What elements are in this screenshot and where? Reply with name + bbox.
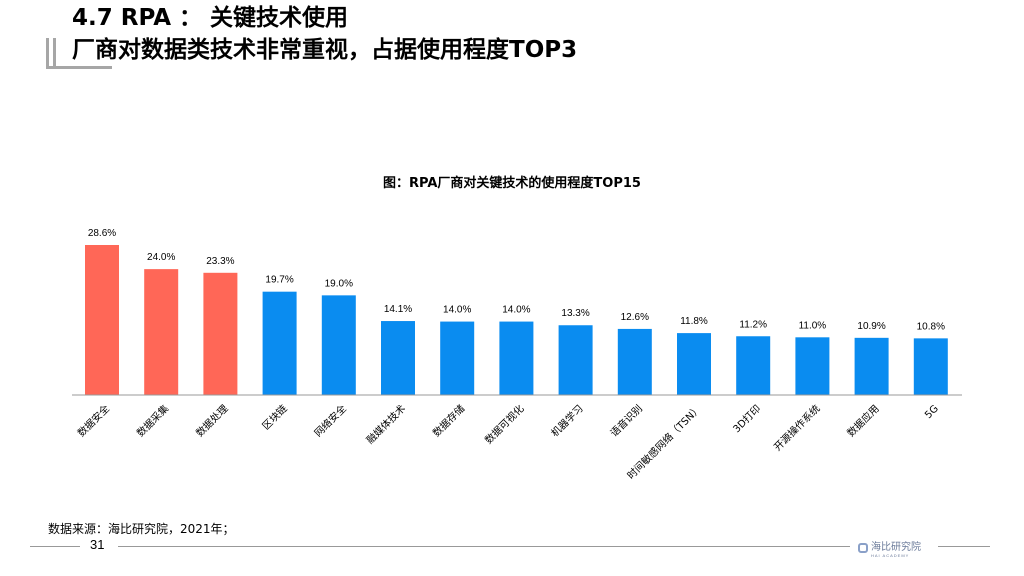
x-tick-label: 数据应用: [844, 402, 881, 439]
bar: [617, 328, 652, 395]
footer-divider: [938, 546, 990, 547]
data-label: 10.8%: [917, 321, 945, 332]
title-decoration: [53, 38, 56, 68]
bar: [854, 337, 889, 395]
bar: [795, 337, 830, 395]
bar: [558, 325, 593, 395]
x-tick-label: 5G: [923, 403, 941, 421]
x-tick-label: 机器学习: [548, 402, 585, 439]
title-decoration: [46, 38, 49, 68]
bar: [203, 272, 238, 395]
data-source: 数据来源：海比研究院，2021年；: [48, 522, 235, 536]
bar: [381, 321, 415, 395]
data-label: 13.3%: [561, 308, 589, 319]
chart-title: 图：RPA厂商对关键技术的使用程度TOP15: [383, 176, 641, 191]
bar: [262, 291, 297, 395]
data-label: 10.9%: [857, 321, 885, 332]
data-label: 11.2%: [739, 319, 767, 330]
x-tick-label: 语音识别: [607, 402, 644, 439]
data-label: 28.6%: [88, 228, 116, 239]
data-label: 24.0%: [147, 252, 175, 263]
x-tick-label: 融媒体技术: [364, 402, 409, 447]
bar: [440, 321, 475, 395]
page-title: 4.7 RPA ： 关键技术使用: [72, 5, 349, 31]
data-label: 11.0%: [799, 320, 827, 331]
logo-icon: [858, 543, 868, 553]
brand-logo: 海比研究院 HAI ACADEMY: [858, 538, 921, 558]
logo-text: 海比研究院: [871, 542, 921, 553]
data-label: 23.3%: [206, 256, 234, 267]
data-label: 14.0%: [443, 305, 471, 316]
data-label: 14.0%: [502, 305, 530, 316]
x-tick-label: 数据安全: [75, 402, 112, 439]
x-tick-label: 数据可视化: [482, 402, 527, 447]
data-label: 11.8%: [680, 316, 708, 327]
x-tick-label: 网络安全: [311, 402, 348, 439]
bar: [677, 333, 711, 395]
bar: [321, 295, 356, 395]
logo-subtext: HAI ACADEMY: [871, 553, 910, 558]
bar: [144, 269, 179, 395]
x-tick-label: 数据处理: [193, 402, 230, 439]
bar: [85, 245, 119, 395]
x-tick-label: 开源操作系统: [771, 402, 823, 454]
data-label: 14.1%: [384, 304, 412, 315]
data-label: 12.6%: [621, 312, 649, 323]
bar: [913, 338, 948, 395]
x-tick-label: 区块链: [259, 402, 289, 432]
x-tick-label: 3D打印: [730, 402, 763, 435]
data-label: 19.7%: [265, 275, 293, 286]
footer-divider: [30, 546, 80, 547]
x-tick-label: 数据存储: [430, 402, 467, 439]
page-subtitle: 厂商对数据类技术非常重视，占据使用程度TOP3: [72, 37, 578, 63]
page-number: 31: [90, 537, 105, 552]
data-label: 19.0%: [325, 278, 353, 289]
footer-divider: [118, 546, 850, 547]
bar: [736, 336, 771, 395]
x-tick-label: 数据采集: [134, 402, 171, 439]
bar: [499, 321, 534, 395]
title-decoration: [46, 66, 112, 69]
